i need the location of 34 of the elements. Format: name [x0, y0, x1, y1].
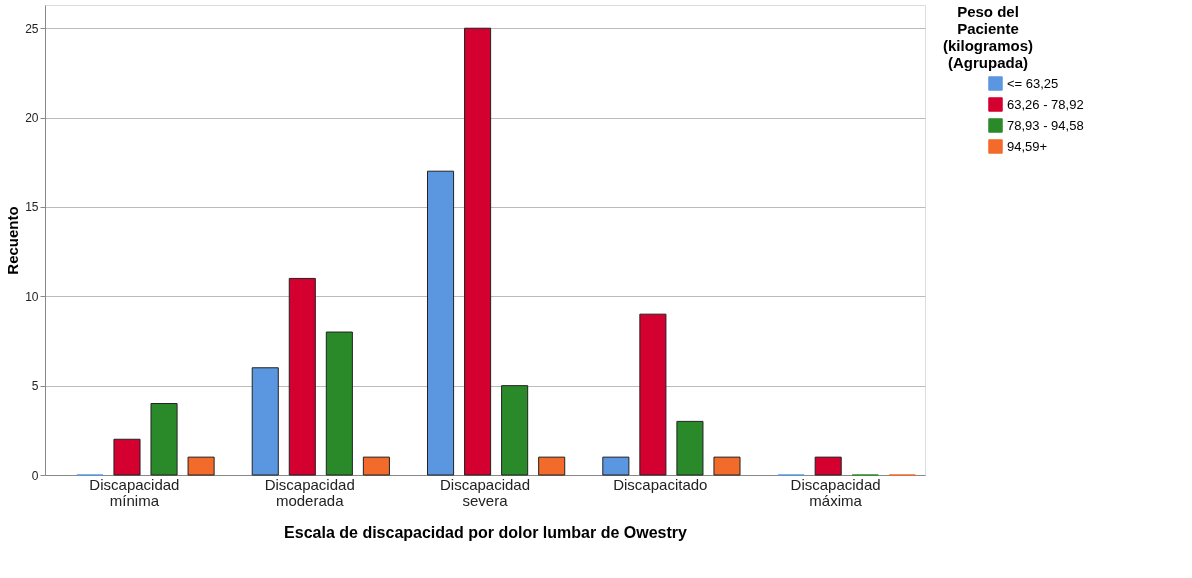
- x-tick-label: Discapacidad moderada: [264, 475, 355, 509]
- bar: [288, 277, 316, 476]
- bar: [676, 420, 704, 476]
- bar: [713, 456, 741, 476]
- y-tick-label: 15: [25, 200, 39, 215]
- x-tick-label: Discapacidad severa: [439, 475, 531, 509]
- x-axis-title: Escala de discapacidad por dolor lumbar de Owestry: [284, 523, 687, 541]
- legend-label: <= 63,25: [1007, 75, 1059, 91]
- bar: [362, 456, 390, 476]
- y-tick-label: 10: [25, 289, 39, 304]
- bar: [150, 403, 178, 476]
- bar: [602, 456, 630, 476]
- bar: [427, 170, 455, 476]
- bar: [538, 456, 566, 476]
- bar: [113, 438, 141, 476]
- y-tick-label: 0: [31, 468, 39, 483]
- bar: [464, 27, 492, 476]
- y-tick-label: 20: [25, 111, 39, 126]
- bar: [187, 456, 215, 476]
- x-tick-label: Discapacitado: [613, 475, 708, 493]
- legend-label: 94,59+: [1007, 138, 1048, 154]
- legend-label: 63,26 - 78,92: [1007, 96, 1084, 112]
- bar: [501, 385, 529, 476]
- bar: [325, 331, 353, 476]
- legend-label: 78,93 - 94,58: [1007, 117, 1084, 133]
- bar: [814, 456, 842, 476]
- y-axis-title: Recuento: [4, 206, 22, 275]
- y-tick-label: 25: [25, 21, 39, 36]
- x-tick-label: Discapacidad mínima: [89, 475, 180, 509]
- bar: [251, 367, 279, 476]
- legend-title: Peso del Paciente (kilogramos) (Agrupada): [942, 3, 1034, 71]
- bar: [639, 313, 667, 476]
- y-tick-label: 5: [31, 379, 39, 394]
- x-tick-label: Discapacidad máxima: [790, 475, 881, 509]
